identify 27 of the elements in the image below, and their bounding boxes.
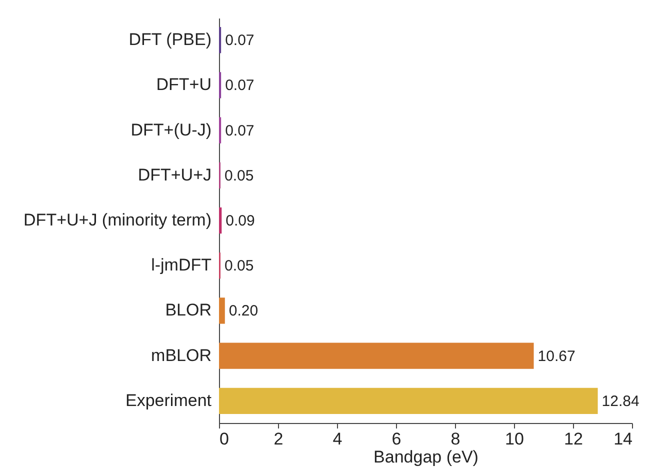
data-label: 10.67	[538, 348, 576, 365]
x-tick-label: 0	[220, 430, 229, 448]
y-tick-label: DFT+U+J	[138, 165, 212, 184]
y-tick-label: DFT+(U-J)	[130, 120, 212, 140]
x-tick-label: 2	[274, 430, 284, 448]
data-label: 0.20	[228, 302, 258, 320]
y-tick-label: DFT (PBE)	[128, 30, 212, 50]
x-tick-label: 6	[392, 430, 402, 448]
data-label: 0.07	[225, 122, 254, 140]
data-label: 0.05	[224, 258, 254, 275]
x-tick-label: 4	[332, 430, 342, 448]
data-label: 12.84	[602, 392, 640, 410]
y-tick-label: DFT+U	[156, 75, 212, 94]
y-tick-label: Experiment	[126, 390, 212, 410]
x-tick-label: 12	[564, 430, 583, 448]
y-tick-label: l-jmDFT	[151, 256, 212, 275]
y-tick-label: BLOR	[165, 300, 212, 320]
y-tick-label: DFT+U+J (minority term)	[24, 210, 212, 230]
data-label: 0.07	[225, 77, 254, 94]
data-label: 0.07	[225, 32, 254, 50]
data-label: 0.09	[226, 212, 255, 230]
data-label: 0.05	[224, 167, 254, 184]
x-axis-title: Bandgap (eV)	[374, 448, 478, 466]
x-tick-label: 14	[614, 430, 632, 448]
x-tick-label: 8	[450, 430, 460, 448]
x-tick-label: 10	[505, 430, 524, 448]
y-tick-label: mBLOR	[151, 346, 212, 365]
